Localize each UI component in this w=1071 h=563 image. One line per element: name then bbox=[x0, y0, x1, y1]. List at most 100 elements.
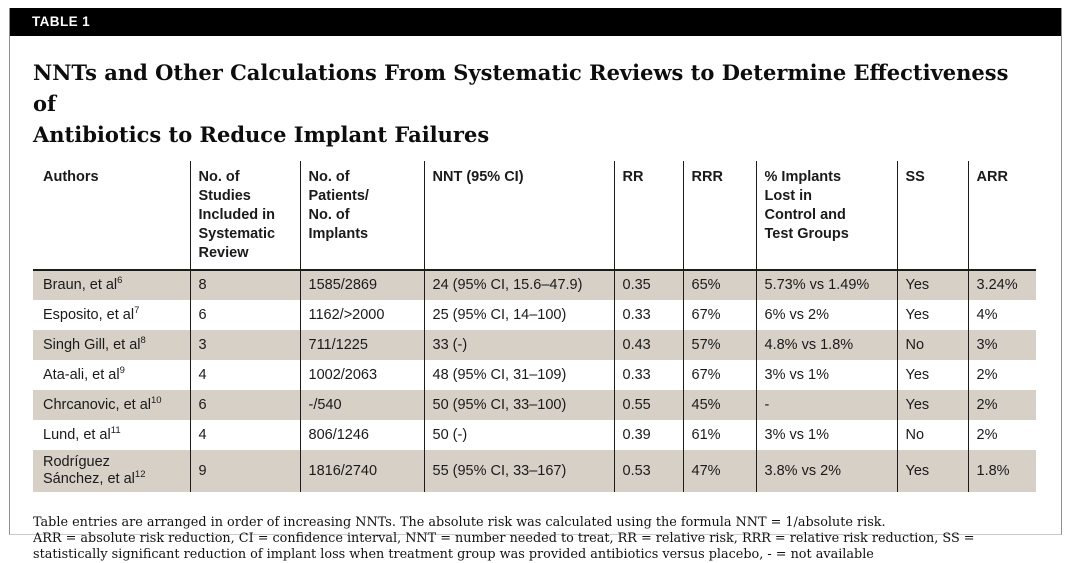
cell-authors: Rodríguez Sánchez, et al12 bbox=[33, 450, 190, 492]
cell-arr: 1.8% bbox=[967, 450, 1036, 492]
cell-arr: 2% bbox=[967, 420, 1036, 450]
cell-studies: 6 bbox=[189, 390, 300, 420]
cell-authors: Braun, et al6 bbox=[33, 270, 190, 300]
cell-rrr: 47% bbox=[682, 450, 756, 492]
cell-rrr: 65% bbox=[682, 270, 756, 300]
cell-studies: 4 bbox=[189, 360, 300, 390]
col-header-arr: ARR bbox=[967, 161, 1036, 271]
citation-superscript: 12 bbox=[134, 469, 146, 481]
citation-superscript: 6 bbox=[117, 275, 123, 287]
cell-patients: 1585/2869 bbox=[299, 270, 424, 300]
citation-superscript: 10 bbox=[151, 394, 162, 406]
author-name: Braun, et al bbox=[43, 277, 118, 293]
citation-superscript: 11 bbox=[110, 424, 121, 436]
table-number-bar: TABLE 1 bbox=[10, 8, 1061, 36]
cell-implants-lost: 3% vs 1% bbox=[755, 420, 897, 450]
cell-rrr: 61% bbox=[682, 420, 756, 450]
cell-nnt: 50 (95% CI, 33–100) bbox=[423, 390, 614, 420]
cell-patients: 1162/>2000 bbox=[299, 300, 424, 330]
table-row: Esposito, et al7 6 1162/>2000 25 (95% CI… bbox=[33, 300, 1036, 330]
cell-ss: Yes bbox=[896, 360, 968, 390]
citation-superscript: 8 bbox=[140, 334, 146, 346]
table-row: Rodríguez Sánchez, et al12 9 1816/2740 5… bbox=[33, 450, 1036, 492]
cell-ss: Yes bbox=[896, 300, 968, 330]
footnote-ordering: Table entries are arranged in order of i… bbox=[33, 515, 886, 530]
col-header-ss: SS bbox=[896, 161, 968, 271]
cell-authors: Lund, et al11 bbox=[33, 420, 190, 450]
author-name: Lund, et al bbox=[43, 426, 111, 443]
table-row: Lund, et al11 4 806/1246 50 (-) 0.39 61%… bbox=[33, 420, 1036, 450]
col-header-no-of-studies: No. of Studies Included in Systematic Re… bbox=[189, 161, 300, 271]
col-header-nnt: NNT (95% CI) bbox=[423, 161, 614, 271]
cell-arr: 2% bbox=[967, 360, 1036, 390]
cell-implants-lost: 3.8% vs 2% bbox=[755, 450, 897, 492]
cell-rrr: 67% bbox=[682, 300, 756, 330]
cell-patients: -/540 bbox=[299, 390, 424, 420]
cell-rr: 0.43 bbox=[613, 330, 683, 360]
table-row: Braun, et al6 8 1585/2869 24 (95% CI, 15… bbox=[33, 270, 1036, 300]
cell-implants-lost: 6% vs 2% bbox=[755, 300, 897, 330]
cell-studies: 3 bbox=[189, 330, 300, 360]
col-header-rrr: RRR bbox=[682, 161, 756, 271]
cell-nnt: 55 (95% CI, 33–167) bbox=[423, 450, 614, 492]
cell-arr: 3% bbox=[967, 330, 1036, 360]
cell-arr: 2% bbox=[967, 390, 1036, 420]
cell-rr: 0.53 bbox=[613, 450, 683, 492]
table-figure-frame: TABLE 1 NNTs and Other Calculations From… bbox=[9, 8, 1062, 562]
cell-rr: 0.33 bbox=[613, 360, 683, 390]
col-header-no-of-patients: No. of Patients/ No. of Implants bbox=[299, 161, 424, 271]
table-number-label: TABLE 1 bbox=[32, 14, 91, 29]
cell-arr: 3.24% bbox=[967, 270, 1036, 300]
citation-superscript: 7 bbox=[134, 304, 140, 316]
cell-ss: No bbox=[896, 330, 968, 360]
col-header-authors: Authors bbox=[33, 161, 190, 271]
cell-studies: 4 bbox=[189, 420, 300, 450]
cell-studies: 8 bbox=[189, 270, 300, 300]
cell-rrr: 45% bbox=[682, 390, 756, 420]
cell-studies: 9 bbox=[189, 450, 300, 492]
cell-ss: Yes bbox=[896, 270, 968, 300]
cell-rrr: 57% bbox=[682, 330, 756, 360]
cell-implants-lost: 5.73% vs 1.49% bbox=[755, 270, 897, 300]
header-row: Authors No. of Studies Included in Syste… bbox=[33, 161, 1036, 271]
cell-implants-lost: - bbox=[755, 390, 897, 420]
cell-rrr: 67% bbox=[682, 360, 756, 390]
cell-rr: 0.33 bbox=[613, 300, 683, 330]
cell-authors: Ata-ali, et al9 bbox=[33, 360, 190, 390]
cell-ss: Yes bbox=[896, 450, 968, 492]
cell-authors: Chrcanovic, et al10 bbox=[33, 390, 190, 420]
cell-ss: No bbox=[896, 420, 968, 450]
cell-rr: 0.35 bbox=[613, 270, 683, 300]
author-name: Chrcanovic, et al bbox=[43, 396, 151, 413]
author-name: Ata-ali, et al bbox=[43, 366, 120, 383]
cell-nnt: 24 (95% CI, 15.6–47.9) bbox=[423, 270, 614, 300]
cell-authors: Esposito, et al7 bbox=[33, 300, 190, 330]
author-name: Esposito, et al bbox=[43, 306, 135, 323]
citation-superscript: 9 bbox=[119, 364, 125, 376]
cell-patients: 1002/2063 bbox=[299, 360, 424, 390]
cell-rr: 0.39 bbox=[613, 420, 683, 450]
col-header-rr: RR bbox=[613, 161, 683, 271]
cell-patients: 711/1225 bbox=[299, 330, 424, 360]
table-footnotes: Table entries are arranged in order of i… bbox=[33, 515, 1043, 563]
cell-ss: Yes bbox=[896, 390, 968, 420]
cell-nnt: 33 (-) bbox=[423, 330, 614, 360]
systematic-reviews-table: Authors No. of Studies Included in Syste… bbox=[33, 161, 1036, 492]
cell-arr: 4% bbox=[967, 300, 1036, 330]
cell-nnt: 50 (-) bbox=[423, 420, 614, 450]
table-body: Braun, et al6 8 1585/2869 24 (95% CI, 15… bbox=[33, 270, 1036, 492]
table-row: Singh Gill, et al8 3 711/1225 33 (-) 0.4… bbox=[33, 330, 1036, 360]
table-header: Authors No. of Studies Included in Syste… bbox=[33, 161, 1036, 271]
cell-patients: 1816/2740 bbox=[299, 450, 424, 492]
footnote-abbreviations: ARR = absolute risk reduction, CI = conf… bbox=[33, 531, 975, 562]
cell-authors: Singh Gill, et al8 bbox=[33, 330, 190, 360]
table-row: Ata-ali, et al9 4 1002/2063 48 (95% CI, … bbox=[33, 360, 1036, 390]
table-title: NNTs and Other Calculations From Systema… bbox=[33, 60, 1009, 147]
table-row: Chrcanovic, et al10 6 -/540 50 (95% CI, … bbox=[33, 390, 1036, 420]
cell-nnt: 25 (95% CI, 14–100) bbox=[423, 300, 614, 330]
author-name: Rodríguez Sánchez, et al bbox=[43, 454, 135, 487]
cell-nnt: 48 (95% CI, 31–109) bbox=[423, 360, 614, 390]
cell-patients: 806/1246 bbox=[299, 420, 424, 450]
cell-studies: 6 bbox=[189, 300, 300, 330]
cell-rr: 0.55 bbox=[613, 390, 683, 420]
